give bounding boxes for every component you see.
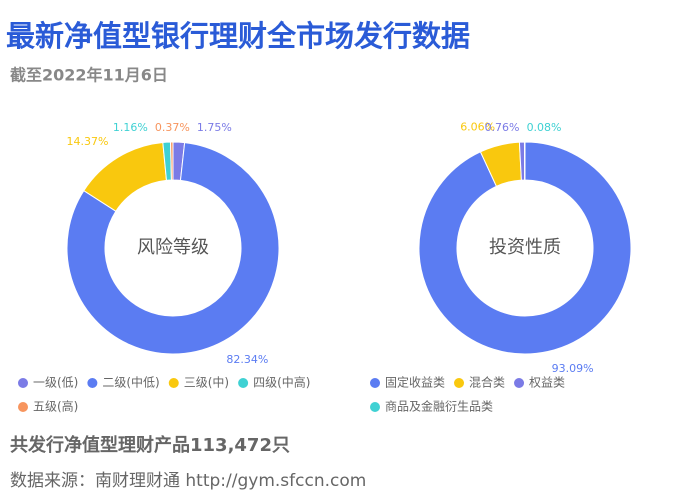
legend-label: 商品及金融衍生品类 xyxy=(385,399,493,414)
legend-label: 二级(中低) xyxy=(102,375,159,390)
source-note: 数据来源：南财理财通 http://gym.sfccn.com xyxy=(10,471,366,491)
title: 最新净值型银行理财全市场发行数据 xyxy=(6,19,470,53)
value-label: 6.06% xyxy=(460,121,495,134)
legend-marker xyxy=(238,378,249,388)
legend-marker xyxy=(454,378,465,388)
legend-label: 一级(低) xyxy=(33,376,78,390)
legend-marker xyxy=(370,402,380,412)
value-label: 1.16% xyxy=(113,121,148,134)
legend-marker xyxy=(370,378,380,388)
legend-marker xyxy=(168,378,179,388)
legend-marker xyxy=(87,378,98,388)
donut-slice xyxy=(66,142,280,355)
value-label: 93.09% xyxy=(552,362,594,375)
legend-label: 四级(中高) xyxy=(253,375,310,390)
center-label: 投资性质 xyxy=(489,237,561,258)
subtitle: 截至2022年11月6日 xyxy=(10,66,168,85)
legend-label: 混合类 xyxy=(469,375,505,390)
value-label: 82.34% xyxy=(226,353,268,366)
legend-label: 固定收益类 xyxy=(385,375,445,390)
value-label: 0.08% xyxy=(527,121,562,134)
legend-label: 权益类 xyxy=(529,376,565,390)
value-label: 0.37% xyxy=(155,121,190,134)
total-note: 共发行净值型理财产品113,472只 xyxy=(10,434,290,456)
value-label: 14.37% xyxy=(66,135,108,148)
legend-label: 五级(高) xyxy=(33,399,78,414)
legend-marker xyxy=(18,402,28,412)
donut-slice xyxy=(170,141,174,181)
legend-marker xyxy=(514,378,525,388)
legend-marker xyxy=(18,378,28,388)
donut-slice xyxy=(523,141,526,181)
center-label: 风险等级 xyxy=(137,237,209,258)
legend-label: 三级(中) xyxy=(184,375,229,390)
value-label: 1.75% xyxy=(197,121,232,134)
value-label: 0.76% xyxy=(485,121,520,134)
donut-slice xyxy=(418,141,632,355)
